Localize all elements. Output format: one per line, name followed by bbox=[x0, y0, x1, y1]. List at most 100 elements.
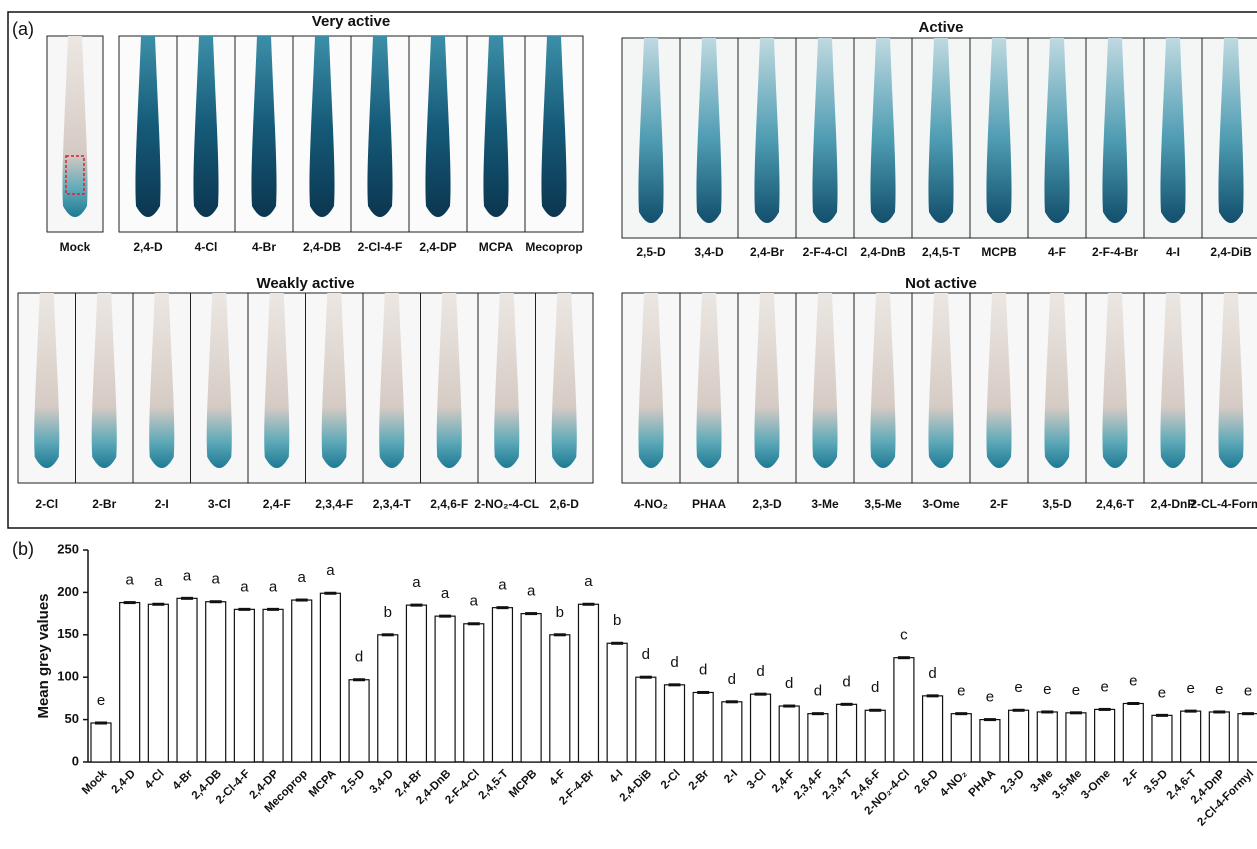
image-label: 2,4-D bbox=[133, 240, 163, 254]
bar bbox=[979, 718, 1001, 763]
root bbox=[91, 293, 117, 468]
bar bbox=[1180, 710, 1202, 763]
image-label: PHAA bbox=[692, 497, 726, 511]
root bbox=[1044, 293, 1070, 468]
root bbox=[251, 36, 277, 217]
significance-letter: a bbox=[154, 573, 163, 590]
significance-letter: a bbox=[498, 577, 507, 594]
image-label: 2-Cl-4-F bbox=[358, 240, 403, 254]
root bbox=[494, 293, 520, 468]
image-label: 2-I bbox=[155, 497, 169, 511]
panel-label: (b) bbox=[12, 539, 34, 559]
image-label: MCPB bbox=[981, 245, 1017, 259]
bar bbox=[90, 722, 112, 763]
root bbox=[986, 293, 1012, 468]
root bbox=[321, 293, 347, 468]
significance-letter: e bbox=[1072, 682, 1080, 699]
significance-letter: d bbox=[355, 649, 363, 666]
image-label: 2-CL-4-Formyl bbox=[1190, 497, 1257, 511]
significance-letter: a bbox=[298, 569, 307, 586]
significance-letter: e bbox=[1244, 683, 1252, 700]
bar bbox=[119, 601, 141, 763]
root bbox=[193, 36, 219, 217]
image-label: 3,4-D bbox=[694, 245, 724, 259]
bar bbox=[319, 592, 341, 763]
x-tick-label: 2,5-D bbox=[339, 768, 367, 796]
root bbox=[638, 38, 664, 223]
root bbox=[483, 36, 509, 217]
root bbox=[754, 293, 780, 468]
root bbox=[812, 38, 838, 223]
significance-letter: a bbox=[183, 567, 192, 584]
x-tick-label: MCPB bbox=[507, 768, 539, 800]
significance-letter: a bbox=[441, 585, 450, 602]
x-tick-label: 2,3,4-T bbox=[821, 768, 855, 802]
image-label: 2,4-DiB bbox=[1210, 245, 1252, 259]
image-label: Mock bbox=[60, 240, 91, 254]
x-tick-label: 2-Cl bbox=[659, 768, 683, 792]
root bbox=[928, 38, 954, 223]
significance-letter: d bbox=[928, 665, 936, 682]
group-title: Not active bbox=[905, 275, 977, 292]
root bbox=[696, 293, 722, 468]
x-tick-label: 3,5-Me bbox=[1050, 768, 1084, 802]
y-tick-label: 50 bbox=[65, 711, 79, 726]
y-tick-label: 150 bbox=[57, 626, 79, 641]
root bbox=[986, 38, 1012, 223]
panel-a: Mock Very active 2,4-D 4-Cl 4-Br 2,4-DB 2-Cl-4… bbox=[17, 13, 1257, 511]
root bbox=[206, 293, 232, 468]
significance-letter: c bbox=[900, 627, 908, 644]
bar bbox=[692, 691, 714, 763]
x-tick-label: MCPA bbox=[307, 768, 339, 800]
significance-letter: b bbox=[556, 604, 564, 621]
significance-letter: d bbox=[642, 646, 650, 663]
image-label: 2,4,6-F bbox=[430, 497, 468, 511]
significance-letter: d bbox=[728, 671, 736, 688]
image-label: 2,4-DnB bbox=[860, 245, 906, 259]
significance-letter: a bbox=[326, 562, 335, 579]
bar bbox=[835, 703, 858, 763]
image-label: 3-Me bbox=[811, 497, 839, 511]
image-label: 4-Br bbox=[252, 240, 276, 254]
root bbox=[696, 38, 722, 223]
significance-letter: a bbox=[212, 571, 221, 588]
root bbox=[379, 293, 405, 468]
image-label: 2,4,5-T bbox=[922, 245, 961, 259]
significance-letter: e bbox=[1043, 681, 1051, 698]
bar bbox=[1151, 714, 1173, 763]
bar bbox=[921, 695, 944, 763]
image-label: 2,4-DP bbox=[419, 240, 456, 254]
bar bbox=[893, 657, 915, 763]
x-tick-label: 4-I bbox=[607, 768, 625, 786]
highlight-box bbox=[65, 155, 85, 195]
root bbox=[34, 293, 60, 468]
y-tick-label: 250 bbox=[57, 541, 79, 556]
bar bbox=[663, 684, 686, 763]
x-tick-label: 2,4-D bbox=[110, 768, 138, 796]
x-tick-label: 2,6-D bbox=[912, 768, 940, 796]
root bbox=[149, 293, 175, 468]
significance-letter: a bbox=[240, 578, 249, 595]
root bbox=[1044, 38, 1070, 223]
group-title: Very active bbox=[312, 13, 390, 30]
x-tick-label: 4-Br bbox=[171, 767, 196, 792]
significance-letter: d bbox=[871, 679, 879, 696]
image-label: 3-Cl bbox=[208, 497, 231, 511]
root bbox=[754, 38, 780, 223]
root bbox=[541, 36, 567, 217]
image-label: 2-Cl bbox=[35, 497, 58, 511]
root bbox=[1218, 293, 1244, 468]
image-label: 2,4-DB bbox=[303, 240, 341, 254]
x-tick-label: Mock bbox=[80, 767, 110, 797]
x-tick-label: PHAA bbox=[967, 768, 999, 800]
image-label: 2,4-DnP bbox=[1151, 497, 1196, 511]
significance-letter: d bbox=[842, 673, 850, 690]
root bbox=[264, 293, 290, 468]
bar bbox=[262, 608, 284, 763]
bar bbox=[1094, 708, 1116, 763]
bar bbox=[405, 604, 428, 763]
image-label: 2,3,4-F bbox=[315, 497, 353, 511]
significance-letter: e bbox=[1014, 679, 1022, 696]
bar bbox=[291, 599, 313, 763]
x-tick-label: 3-Cl bbox=[745, 768, 769, 792]
